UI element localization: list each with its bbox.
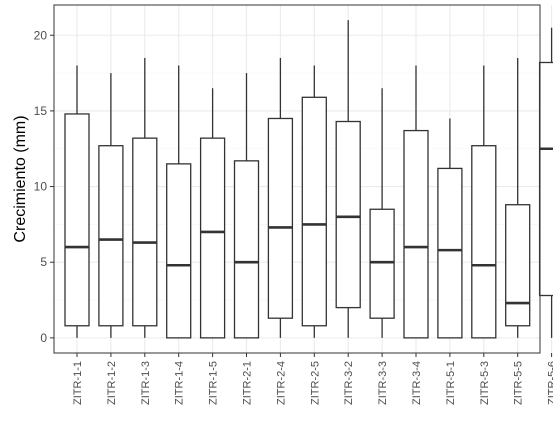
x-tick-label: ZITR-5-1 xyxy=(445,361,457,405)
box-zitr-1-4 xyxy=(166,65,192,339)
x-tick-label: ZITR-5-6 xyxy=(547,361,553,405)
box-iqr xyxy=(471,145,497,339)
x-tick-label: ZITR-3-3 xyxy=(377,361,389,405)
box-zitr-1-5 xyxy=(199,88,226,339)
box-zitr-3-3 xyxy=(369,88,395,338)
x-tick-label: ZITR-1-5 xyxy=(208,361,220,405)
box-zitr-5-3 xyxy=(471,65,497,339)
box-zitr-2-5 xyxy=(301,65,327,338)
x-axis-ticks: ZITR-1-1 ZITR-1-2 ZITR-1-3 ZITR-1-4 ZITR-1-5… xyxy=(72,353,553,405)
box-iqr xyxy=(538,61,553,297)
box-iqr xyxy=(301,96,327,327)
boxes-layer xyxy=(64,20,553,339)
box-zitr-3-4 xyxy=(403,65,429,339)
y-axis-label: Crecimiento (mm) xyxy=(12,115,29,242)
box-iqr xyxy=(403,129,429,339)
box-iqr xyxy=(505,204,531,327)
box-zitr-5-1 xyxy=(437,118,463,339)
x-tick-label: ZITR-3-4 xyxy=(411,361,423,405)
y-tick-label: 0 xyxy=(40,331,47,345)
panel-border xyxy=(53,4,541,354)
x-tick-label: ZITR-2-1 xyxy=(242,361,254,405)
box-iqr xyxy=(437,167,463,339)
box-iqr xyxy=(64,113,90,327)
y-tick-label: 10 xyxy=(34,180,48,194)
x-tick-label: ZITR-2-5 xyxy=(309,361,321,405)
box-iqr xyxy=(369,208,395,319)
box-iqr xyxy=(98,145,124,327)
box-iqr xyxy=(166,163,192,339)
box-iqr xyxy=(233,160,260,339)
x-tick-label: ZITR-5-5 xyxy=(513,361,525,405)
box-zitr-2-1 xyxy=(233,73,260,339)
box-zitr-1-2 xyxy=(98,73,124,338)
x-tick-label: ZITR-1-1 xyxy=(72,361,84,405)
box-iqr xyxy=(267,117,294,319)
box-zitr-5-5 xyxy=(505,57,531,338)
y-tick-label: 20 xyxy=(34,28,48,42)
x-tick-label: ZITR-1-3 xyxy=(140,361,152,405)
x-tick-label: ZITR-3-2 xyxy=(343,361,355,405)
x-tick-label: ZITR-1-2 xyxy=(106,361,118,405)
box-zitr-1-1 xyxy=(64,65,90,338)
box-zitr-1-3 xyxy=(132,57,158,338)
y-tick-label: 5 xyxy=(40,255,47,269)
box-iqr xyxy=(132,137,158,327)
box-zitr-5-6 xyxy=(538,27,553,338)
box-zitr-3-2 xyxy=(335,20,361,338)
x-tick-label: ZITR-2-4 xyxy=(275,361,287,405)
x-tick-label: ZITR-1-4 xyxy=(174,361,186,405)
plot-panel xyxy=(54,5,540,353)
y-tick-label: 15 xyxy=(34,104,48,118)
x-tick-label: ZITR-5-3 xyxy=(479,361,491,405)
box-iqr xyxy=(199,137,226,339)
y-axis-ticks: 0 5 10 15 20 xyxy=(34,28,54,345)
box-iqr xyxy=(335,120,361,309)
box-zitr-2-4 xyxy=(267,57,294,338)
